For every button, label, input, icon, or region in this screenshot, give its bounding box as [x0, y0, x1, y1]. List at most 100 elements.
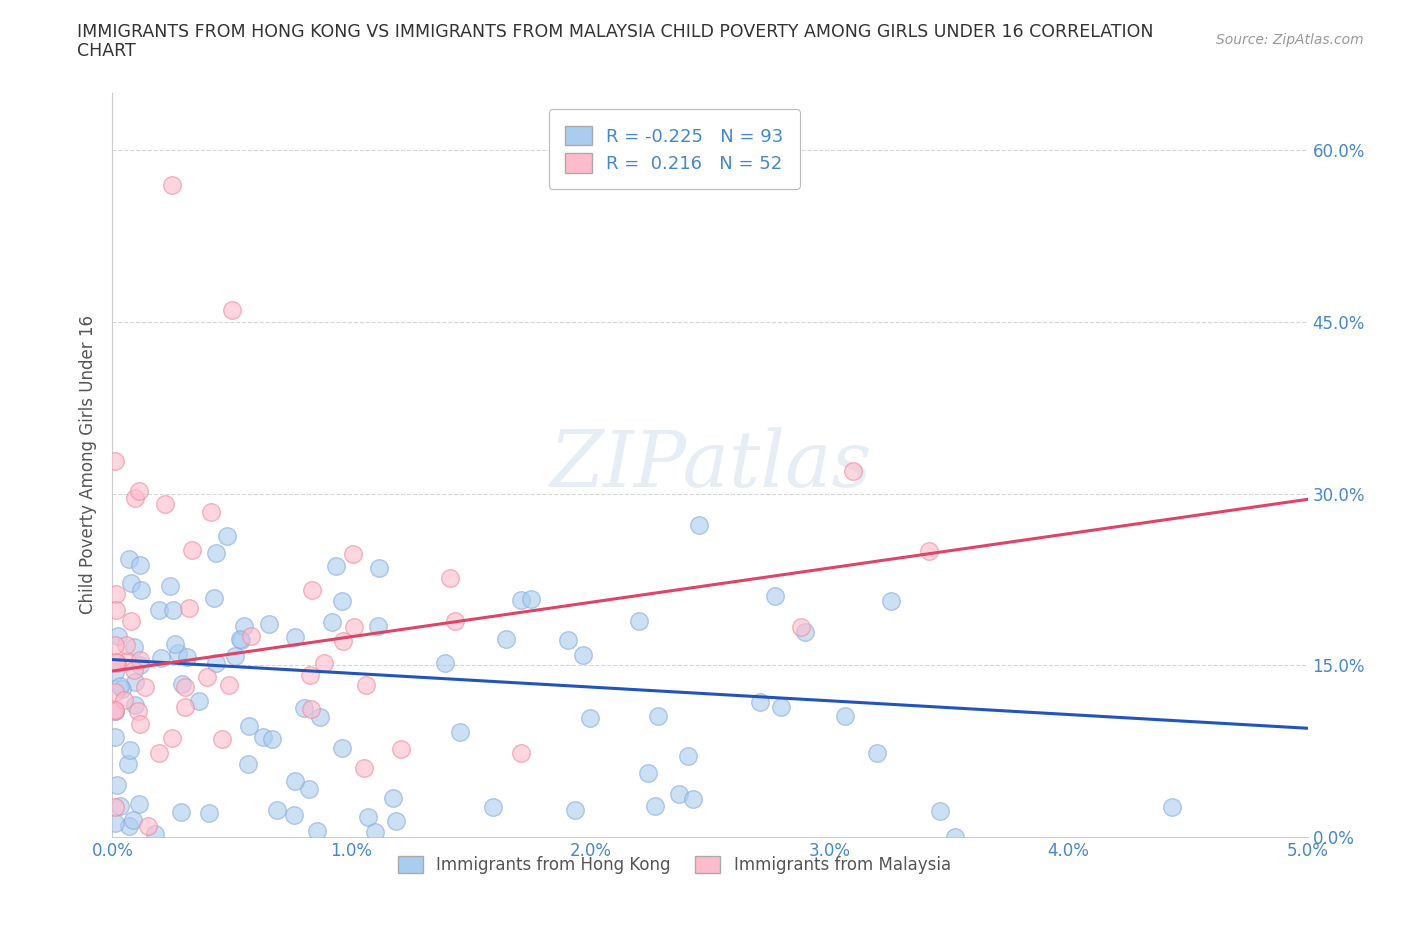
Point [314, 655, 336, 670]
Point [162, 177, 183, 192]
Point [221, 303, 243, 318]
Point [217, 528, 239, 543]
Point [124, 674, 146, 689]
Point [165, 636, 187, 651]
Point [224, 648, 246, 663]
Point [342, 547, 364, 562]
Point [770, 699, 793, 714]
Point [115, 638, 138, 653]
Point [433, 656, 456, 671]
Point [676, 749, 699, 764]
Point [229, 632, 252, 647]
Point [668, 787, 690, 802]
Point [572, 647, 595, 662]
Point [129, 582, 152, 597]
Point [120, 576, 142, 591]
Point [356, 678, 378, 693]
Point [118, 742, 141, 757]
Point [128, 484, 150, 498]
Point [763, 589, 786, 604]
Point [148, 603, 170, 618]
Point [115, 654, 138, 669]
Point [283, 807, 305, 822]
Point [330, 740, 353, 755]
Point [104, 703, 127, 718]
Point [627, 614, 650, 629]
Point [252, 730, 274, 745]
Point [260, 732, 283, 747]
Point [382, 790, 405, 805]
Point [169, 804, 191, 819]
Point [118, 551, 141, 566]
Point [918, 543, 941, 558]
Point [104, 684, 127, 699]
Point [162, 603, 184, 618]
Point [367, 618, 389, 633]
Point [153, 497, 176, 512]
Point [342, 619, 364, 634]
Point [688, 518, 710, 533]
Point [301, 583, 323, 598]
Point [929, 804, 952, 818]
Point [307, 823, 329, 838]
Point [134, 680, 156, 695]
Point [309, 710, 332, 724]
Point [129, 658, 152, 672]
Point [174, 680, 197, 695]
Point [105, 654, 128, 669]
Point [124, 491, 146, 506]
Point [284, 774, 307, 789]
Point [174, 700, 197, 715]
Point [160, 731, 183, 746]
Point [233, 619, 256, 634]
Point [519, 591, 541, 606]
Point [176, 649, 198, 664]
Point [557, 632, 579, 647]
Point [236, 756, 259, 771]
Point [299, 668, 322, 683]
Point [104, 665, 127, 680]
Point [364, 824, 387, 839]
Point [682, 791, 704, 806]
Point [298, 781, 321, 796]
Point [129, 716, 152, 731]
Point [104, 702, 127, 717]
Point [879, 593, 901, 608]
Point [357, 810, 380, 825]
Point [218, 677, 240, 692]
Point [138, 818, 160, 833]
Point [866, 745, 889, 760]
Text: Source: ZipAtlas.com: Source: ZipAtlas.com [1216, 33, 1364, 46]
Point [124, 698, 146, 712]
Point [205, 656, 228, 671]
Point [943, 830, 966, 844]
Legend: Immigrants from Hong Kong, Immigrants from Malaysia: Immigrants from Hong Kong, Immigrants fr… [391, 849, 957, 881]
Text: IMMIGRANTS FROM HONG KONG VS IMMIGRANTS FROM MALAYSIA CHILD POVERTY AMONG GIRLS : IMMIGRANTS FROM HONG KONG VS IMMIGRANTS … [77, 23, 1154, 41]
Point [284, 629, 307, 644]
Point [794, 625, 817, 640]
Point [439, 570, 461, 585]
Point [110, 679, 132, 694]
Point [259, 617, 281, 631]
Point [104, 603, 127, 618]
Point [834, 709, 856, 724]
Point [564, 803, 586, 817]
Point [104, 453, 127, 468]
Point [266, 803, 288, 817]
Point [482, 799, 505, 814]
Point [179, 601, 201, 616]
Point [108, 799, 131, 814]
Point [104, 816, 127, 830]
Point [321, 615, 343, 630]
Point [105, 587, 128, 602]
Point [367, 561, 389, 576]
Point [181, 542, 204, 557]
Point [579, 711, 602, 726]
Point [444, 614, 467, 629]
Point [637, 765, 659, 780]
Point [325, 559, 347, 574]
Point [211, 731, 233, 746]
Y-axis label: Child Poverty Among Girls Under 16: Child Poverty Among Girls Under 16 [79, 315, 97, 615]
Text: CHART: CHART [77, 42, 136, 60]
Point [449, 724, 471, 739]
